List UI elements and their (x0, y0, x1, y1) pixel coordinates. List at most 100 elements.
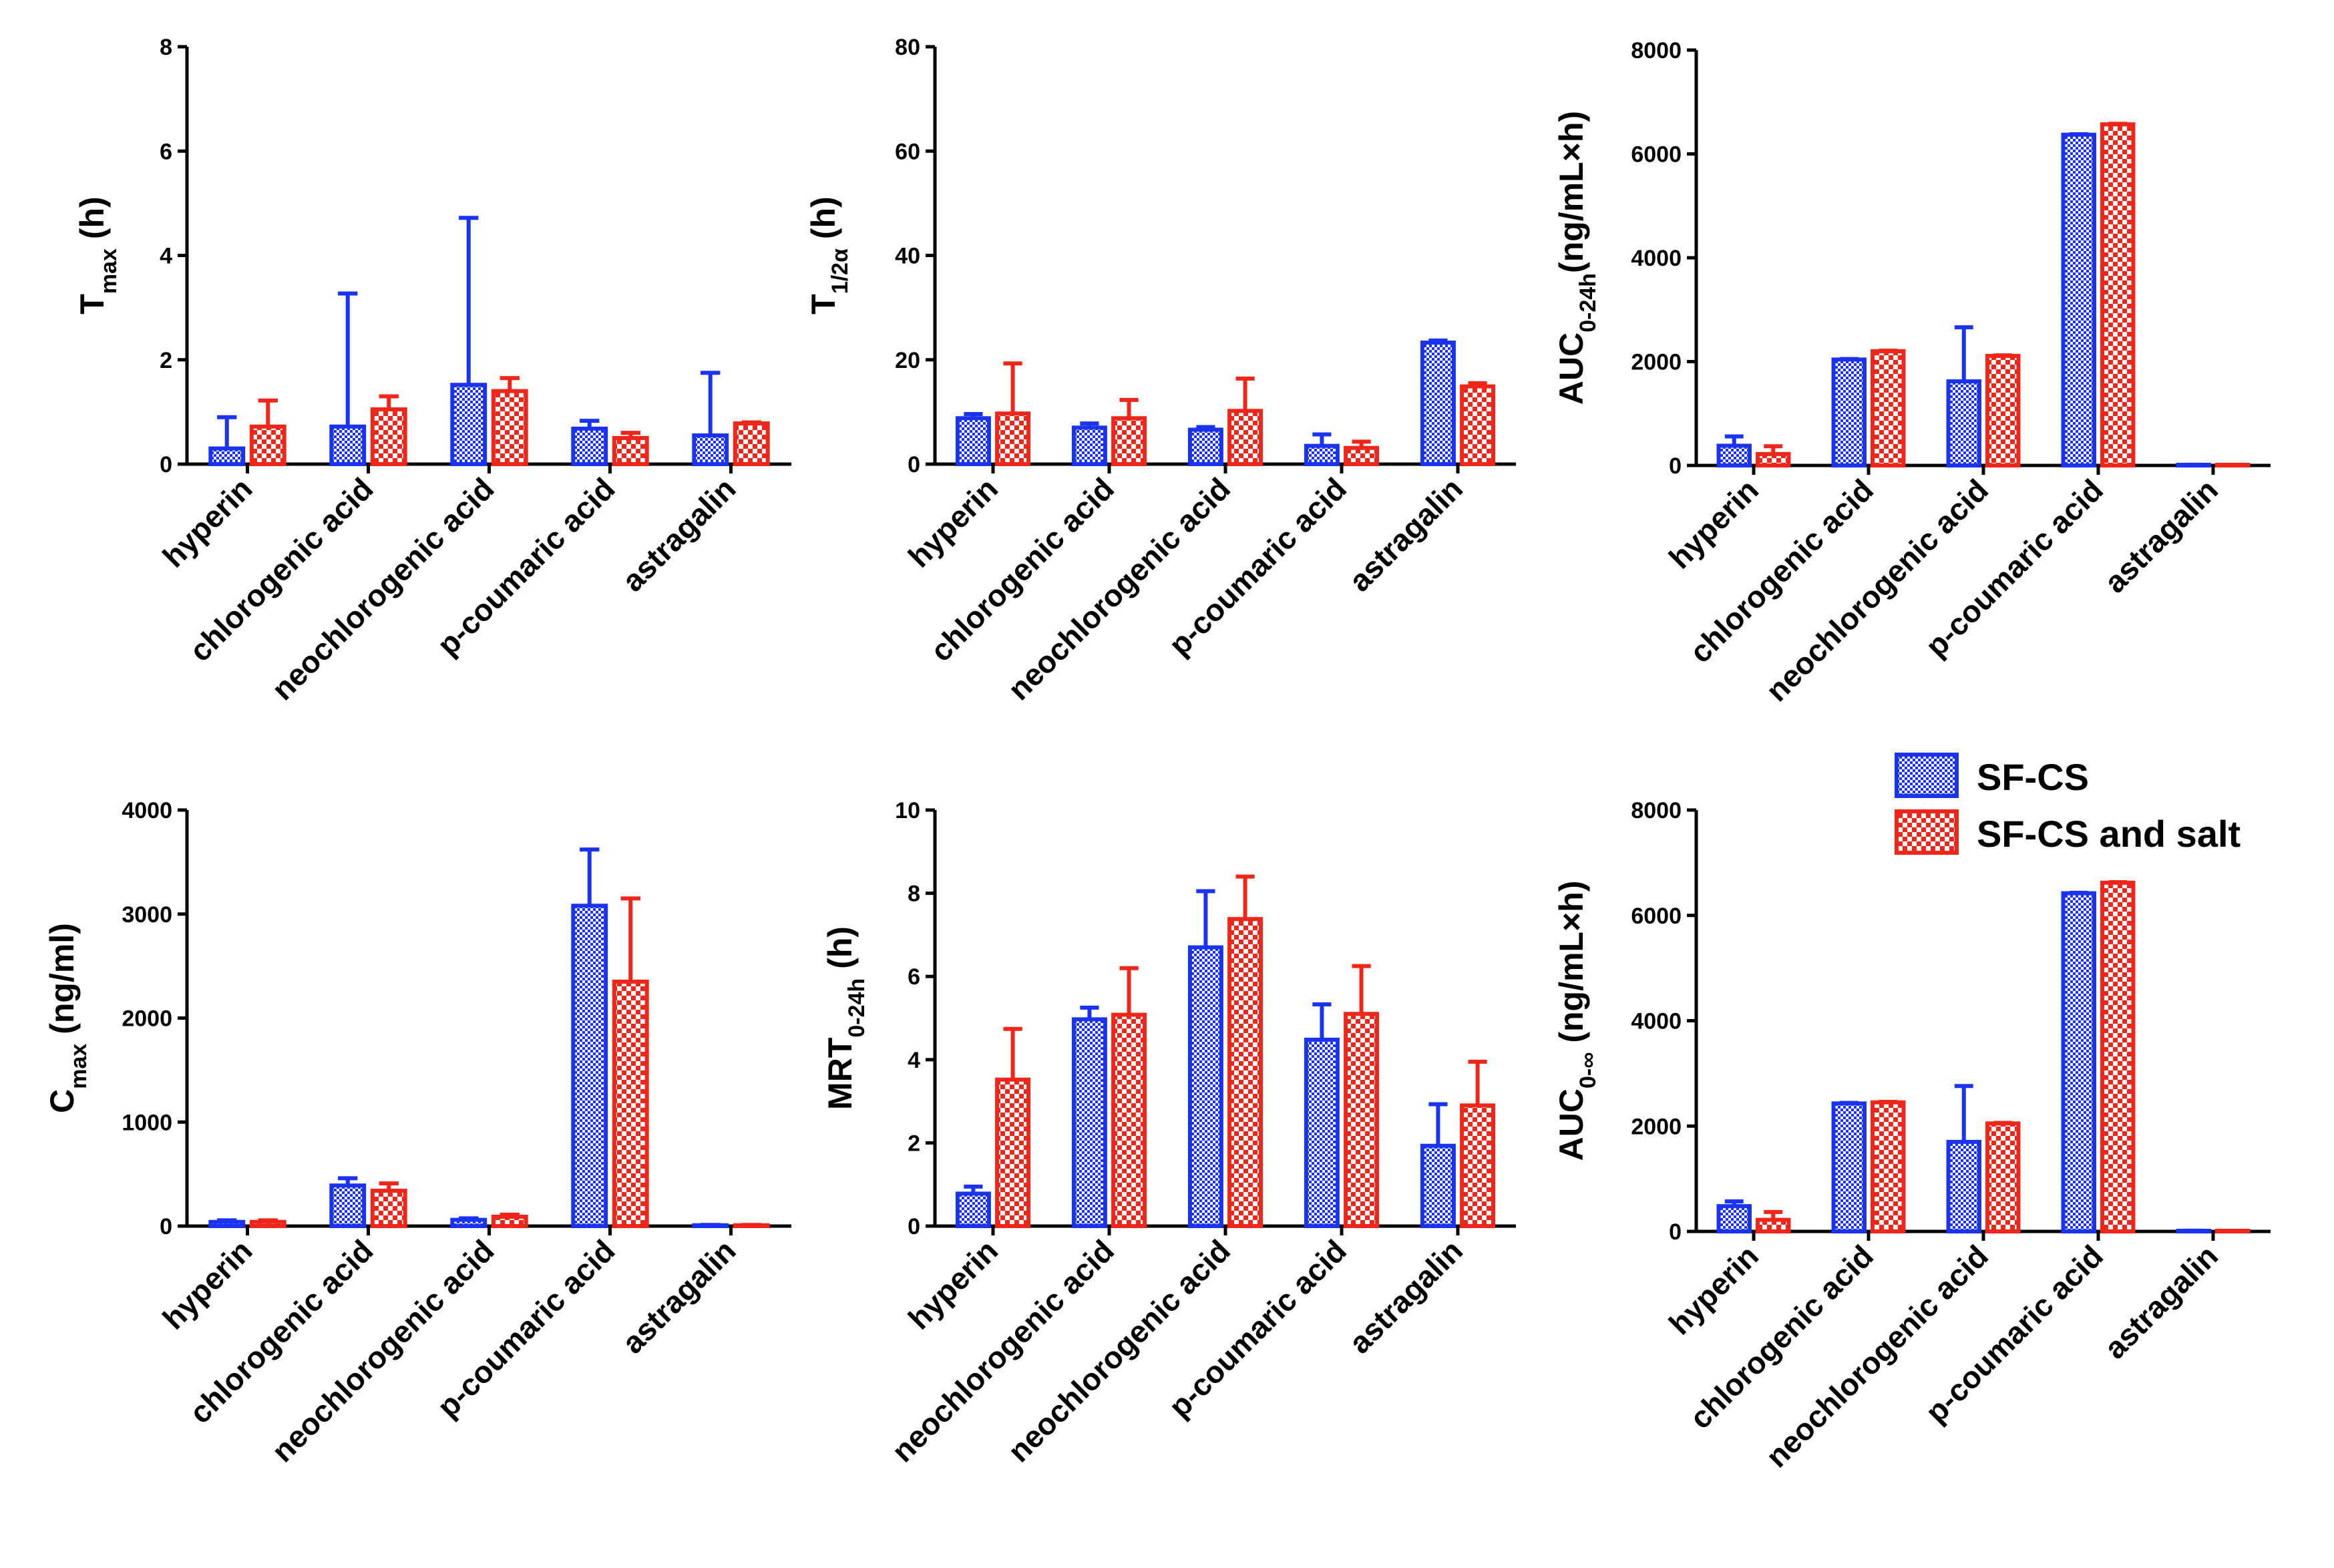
y-tick-label: 60 (895, 139, 920, 164)
y-tick-label: 8000 (1631, 798, 1682, 823)
bar-sf-cs-and-salt-chlorogenic-acid (370, 1189, 407, 1229)
bar-sf-cs-and-salt-hyperin (249, 1219, 286, 1229)
legend-swatch-sf-cs (1895, 753, 1959, 798)
category-group-neochlorogenic-acid (1187, 376, 1263, 466)
bar-sf-cs-and-salt-hyperin (995, 1077, 1031, 1228)
bar-sf-cs-hyperin (955, 1191, 991, 1229)
x-tick-label: neochlorogenic acid (885, 1233, 1121, 1468)
legend-label-sf-cs: SF-CS (1977, 756, 2089, 798)
category-group-neochlorogenic-acid (1946, 325, 2021, 468)
y-tick-label: 6 (160, 139, 172, 164)
y-axis-label-main: T (805, 294, 842, 315)
category-group-astragalin (1420, 338, 1496, 466)
category-group-p-coumaric-acid (571, 847, 649, 1229)
category-group-neochlorogenic-acid (1946, 1084, 2021, 1234)
category-group-astragalin (1420, 1059, 1496, 1228)
bar-sf-cs-neochlorogenic-acid (450, 1217, 488, 1229)
bar-sf-cs-astragalin (1420, 340, 1456, 466)
y-tick-label: 2000 (1631, 350, 1682, 375)
category-group-chlorogenic-acid (1831, 349, 1906, 468)
category-group-chlorogenic-acid (1831, 1099, 1906, 1233)
y-axis-label-unit: (ng/mL×h) (1553, 111, 1590, 273)
category-group-neochlorogenic-acid (450, 1212, 528, 1229)
y-axis-label: T1/2α (h) (805, 196, 853, 314)
y-tick-label: 40 (895, 244, 920, 269)
x-tick-label: neochlorogenic acid (1001, 471, 1237, 707)
x-tick-label: hyperin (156, 471, 258, 574)
y-axis-label-unit: (h) (821, 926, 859, 978)
x-tick-label: hyperin (156, 1233, 258, 1336)
x-tick-label: hyperin (1662, 472, 1765, 575)
y-tick-label: 4 (160, 244, 172, 269)
y-axis-label-main: AUC (1553, 1089, 1590, 1161)
bar-sf-cs-and-salt-neochlorogenic-acid (1227, 917, 1263, 1228)
bar-sf-cs-and-salt-hyperin (995, 411, 1031, 466)
bar-sf-cs-astragalin (1420, 1143, 1456, 1228)
bar-sf-cs-and-salt-neochlorogenic-acid (1985, 353, 2021, 468)
bar-sf-cs-and-salt-astragalin (1460, 384, 1496, 466)
x-tick-label: neochlorogenic acid (265, 471, 501, 707)
bar-sf-cs-chlorogenic-acid (1831, 357, 1867, 468)
y-tick-label: 2 (160, 348, 172, 373)
y-axis-label-main: C (43, 1089, 81, 1113)
x-tick-label: hyperin (1662, 1238, 1765, 1341)
bar-sf-cs-and-salt-p-coumaric-acid (1344, 1012, 1380, 1229)
bar-sf-cs-neochlorogenic-acid (450, 383, 488, 466)
bar-sf-cs-and-salt-neochlorogenic-acid (491, 389, 528, 466)
x-tick-label: neochlorogenic acid (265, 1233, 501, 1468)
chart-mrt: 0 2 4 6 8 10 MRT0-24h (h) hyperinneochlorogenic… (821, 798, 1516, 1468)
x-tick-label: hyperin (902, 1233, 1004, 1336)
y-tick-label: 80 (895, 35, 920, 60)
bar-sf-cs-neochlorogenic-acid (1071, 1017, 1107, 1229)
category-group-p-coumaric-acid (2061, 880, 2136, 1234)
legend-label-sf-cs-and-salt: SF-CS and salt (1977, 813, 2241, 855)
bar-sf-cs-p-coumaric-acid (571, 426, 608, 466)
y-axis-label-sub: 1/2α (827, 248, 853, 294)
x-tick-label: astragalin (615, 471, 742, 598)
bar-sf-cs-and-salt-p-coumaric-acid (612, 979, 649, 1229)
x-tick-label: neochlorogenic acid (1759, 1238, 1995, 1474)
x-tick-label: neochlorogenic acid (1001, 1233, 1237, 1468)
x-tick-label: astragalin (2098, 1238, 2224, 1365)
bar-sf-cs-and-salt-hyperin (1756, 451, 1791, 468)
category-group-hyperin (208, 398, 286, 466)
category-group-astragalin (692, 1223, 770, 1229)
y-tick-label: 2000 (122, 1006, 172, 1032)
bar-sf-cs-neochlorogenic-acid (1946, 1139, 1981, 1233)
y-axis-label-unit: (ng/mL×h) (1553, 881, 1590, 1052)
y-tick-label: 6000 (1631, 904, 1682, 929)
y-axis-label-unit: (h) (805, 196, 842, 248)
bar-sf-cs-and-salt-chlorogenic-acid (370, 407, 407, 466)
legend: SF-CS SF-CS and salt (1895, 753, 2241, 855)
x-tick-label: astragalin (1342, 471, 1469, 598)
category-group-p-coumaric-acid (2061, 122, 2136, 467)
category-group-hyperin (1716, 434, 1791, 468)
y-axis-label: AUC0-24h(ng/mL×h) (1553, 111, 1601, 405)
y-tick-label: 4000 (1631, 246, 1682, 271)
bar-sf-cs-and-salt-neochlorogenic-acid (1111, 1012, 1147, 1228)
y-axis-label-main: AUC (1553, 333, 1590, 405)
bar-sf-cs-and-salt-neochlorogenic-acid (1227, 409, 1263, 466)
y-tick-label: 0 (1669, 453, 1682, 479)
bar-sf-cs-astragalin (692, 433, 729, 466)
bar-sf-cs-neochlorogenic-acid (1946, 379, 1981, 467)
category-group-neochlorogenic-acid (450, 216, 528, 466)
y-tick-label: 8 (908, 881, 920, 907)
legend-item-sf-cs-and-salt: SF-CS and salt (1895, 809, 2241, 855)
y-tick-label: 1000 (122, 1110, 172, 1135)
bar-sf-cs-hyperin (208, 1219, 246, 1229)
y-axis-label-sub: 0-24h (1575, 273, 1601, 333)
y-axis-label-sub: max (96, 248, 122, 294)
bar-sf-cs-p-coumaric-acid (2061, 132, 2096, 467)
y-axis-label-sub: max (66, 1044, 91, 1089)
chart-auc-inf: 0 2000 4000 6000 8000 AUC0-∞ (ng/mL×h) hyperin… (1553, 798, 2271, 1474)
bar-sf-cs-chlorogenic-acid (1071, 425, 1107, 466)
y-axis-label-main: MRT (821, 1038, 859, 1110)
bar-sf-cs-and-salt-astragalin (1460, 1103, 1496, 1228)
category-group-neochlorogenic-acid (1071, 966, 1147, 1229)
bar-sf-cs-hyperin (1716, 443, 1752, 468)
y-tick-label: 0 (908, 452, 920, 477)
x-tick-label: astragalin (2098, 472, 2224, 599)
